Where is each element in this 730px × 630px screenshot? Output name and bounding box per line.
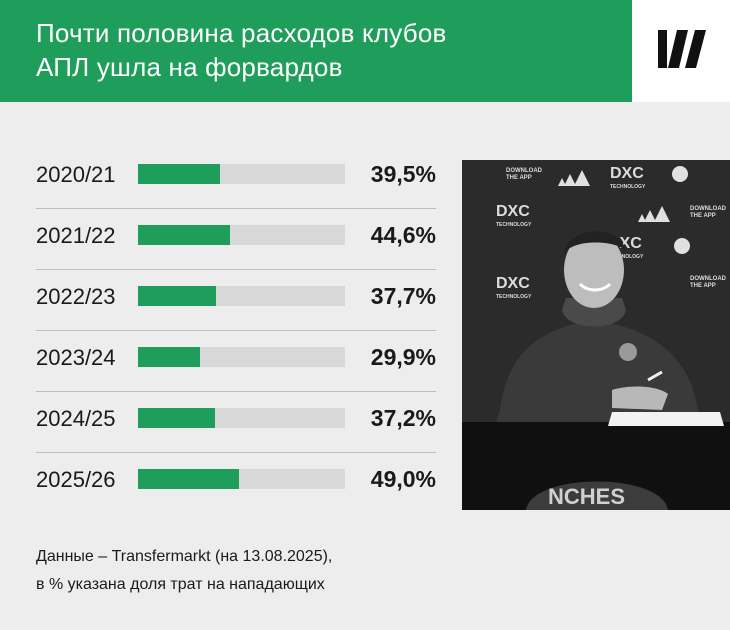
category-label: 2025/26 [36,467,116,492]
banner-text: THE APP [506,175,532,181]
chart-row: 2021/22 44,6% [36,209,436,270]
chart-row: 2024/25 37,2% [36,392,436,453]
source-note-line-2: в % указана доля трат на нападающих [36,576,325,593]
data-label: 29,9% [370,344,436,370]
banner-text: DXC [496,275,530,292]
banner-text: TECHNOLOGY [496,222,532,228]
banner-text: DXC [496,203,530,220]
bar [138,164,220,184]
title-line-1: Почти половина расходов клубов [36,18,447,48]
data-label: 44,6% [370,222,436,248]
bar [138,286,216,306]
banner-text: THE APP [690,213,716,219]
banner-text: DOWNLOAD [690,276,727,282]
brand-logo-icon [658,30,706,68]
banner-text: TECHNOLOGY [496,294,532,300]
data-label: 49,0% [370,466,436,492]
player-photo: DXC TECHNOLOGY DOWNLOAD THE APP DXC TECH… [462,160,730,510]
chart-row: 2022/23 37,7% [36,270,436,331]
bar-track [138,164,345,184]
bar [138,469,239,489]
chart-row: 2025/26 49,0% [36,453,436,513]
bar [138,347,200,367]
chart-row: 2023/24 29,9% [36,331,436,392]
banner-text: DOWNLOAD [506,168,543,174]
source-note-line-1: Данные – Transfermarkt (на 13.08.2025), [36,548,333,565]
data-label: 37,2% [370,405,436,431]
category-label: 2021/22 [36,223,116,248]
logo [632,0,730,102]
photo-illustration: DXC TECHNOLOGY DOWNLOAD THE APP DXC TECH… [462,160,730,510]
data-label: 39,5% [370,161,436,187]
bar-track [138,225,345,245]
chart-title: Почти половина расходов клубов АПЛ ушла … [36,16,616,84]
bar-chart: 2020/21 39,5% 2021/22 44,6% 2022/23 37,7% 2023… [36,148,436,513]
bar [138,225,230,245]
bar-track [138,286,345,306]
banner-text: THE APP [690,283,716,289]
category-label: 2024/25 [36,406,116,431]
header-banner: Почти половина расходов клубов АПЛ ушла … [0,0,632,102]
bar-track [138,347,345,367]
banner-text: TECHNOLOGY [608,254,644,260]
category-label: 2020/21 [36,162,116,187]
title-line-2: АПЛ ушла на форвардов [36,52,343,82]
banner-text: DXC [610,165,644,182]
category-label: 2023/24 [36,345,116,370]
bar [138,408,215,428]
category-label: 2022/23 [36,284,116,309]
bar-track [138,408,345,428]
data-label: 37,7% [370,283,436,309]
bar-track [138,469,345,489]
chart-row: 2020/21 39,5% [36,148,436,209]
source-note: Данные – Transfermarkt (на 13.08.2025), … [36,543,332,599]
crest-text: NCHES [548,484,625,509]
banner-text: DOWNLOAD [690,206,727,212]
banner-text: TECHNOLOGY [610,184,646,190]
